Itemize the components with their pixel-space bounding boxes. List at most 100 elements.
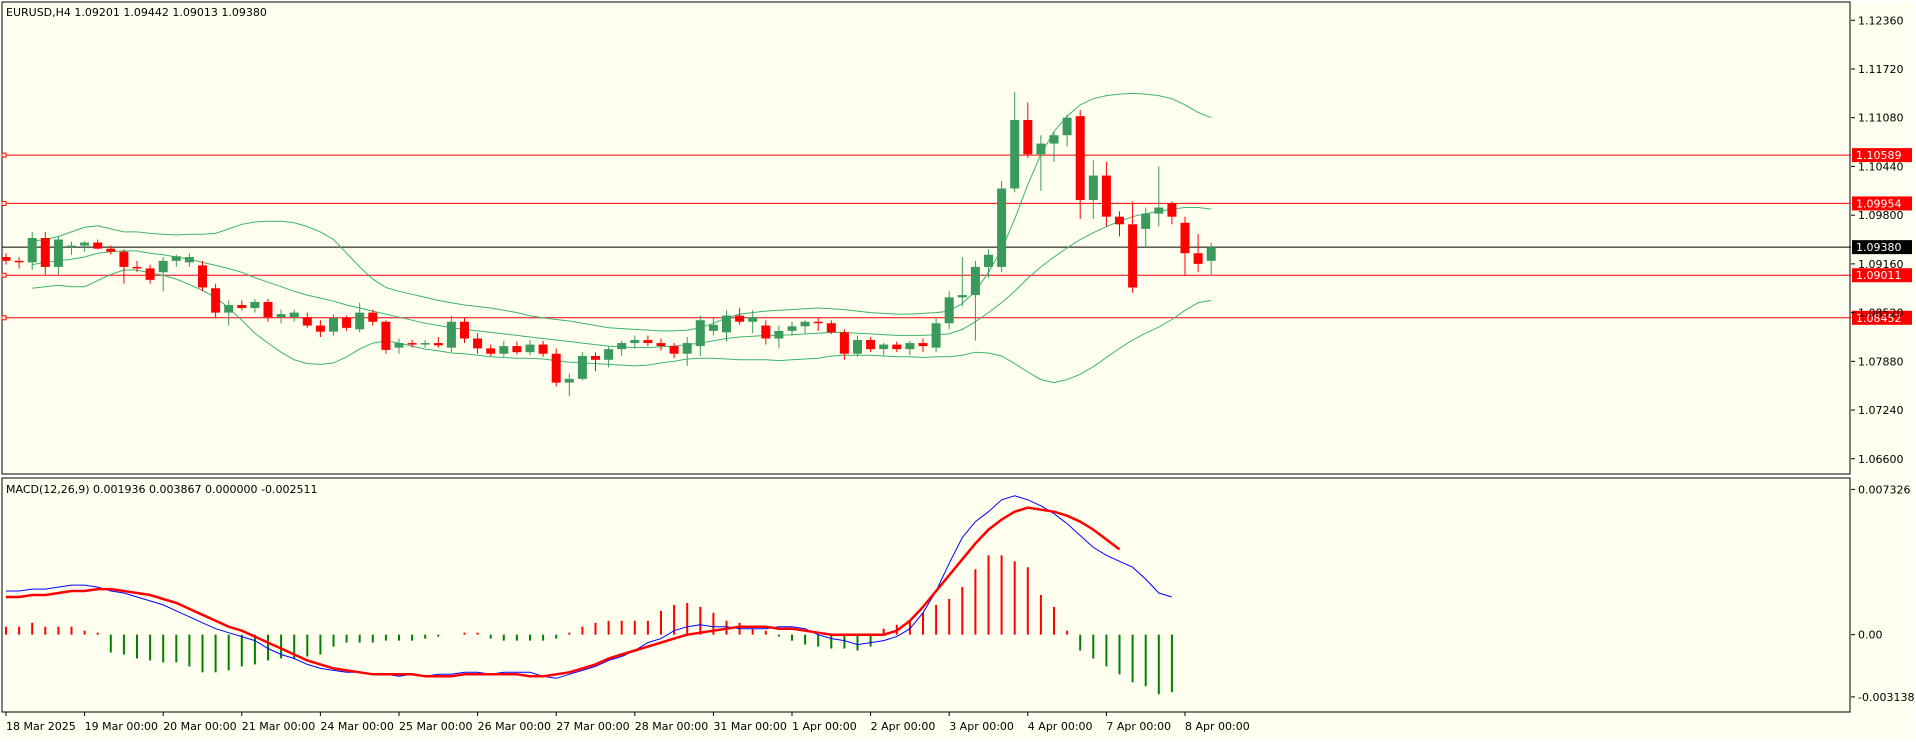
level-price-tag xyxy=(1852,148,1912,163)
candle-body xyxy=(119,251,129,267)
candle-body xyxy=(722,315,731,333)
candle-body xyxy=(276,314,286,318)
macd-line xyxy=(6,495,1173,679)
candle-body xyxy=(748,317,758,322)
candle-body xyxy=(1036,143,1046,155)
level-price-label: 1.09011 xyxy=(1856,269,1902,282)
candle-body xyxy=(263,301,273,318)
candle-body xyxy=(460,321,469,339)
candle-body xyxy=(14,260,24,263)
candle-body xyxy=(905,343,915,350)
macd-tick-label: -0.003138 xyxy=(1858,691,1914,704)
candle-body xyxy=(1180,222,1190,254)
candle-body xyxy=(577,356,587,379)
current-price-tag xyxy=(1852,240,1912,255)
candle-body xyxy=(145,268,155,280)
candle-body xyxy=(446,321,456,348)
candle-body xyxy=(473,338,483,349)
candle-body xyxy=(708,324,718,331)
candle-body xyxy=(420,343,430,345)
candle-body xyxy=(211,288,221,313)
candle-body xyxy=(1154,207,1164,214)
macd-pane-background xyxy=(1,477,1851,713)
candle-body xyxy=(1115,216,1124,225)
level-price-label: 1.08452 xyxy=(1856,312,1902,325)
candle-body xyxy=(1010,120,1020,189)
candle-body xyxy=(761,325,771,339)
candle-body xyxy=(132,266,142,269)
candle-body xyxy=(106,248,116,252)
candle-body xyxy=(1128,224,1138,288)
time-tick-label: 21 Mar 00:00 xyxy=(242,720,315,733)
time-axis: 18 Mar 2025 19 Mar 00:00 20 Mar 00:00 21 Ma… xyxy=(5,712,1250,733)
price-tick-label: 1.06600 xyxy=(1858,453,1904,466)
candle-body xyxy=(853,340,862,354)
candle-body xyxy=(551,353,561,383)
candle-body xyxy=(538,344,548,354)
signal-line xyxy=(6,506,1121,678)
candle-body xyxy=(342,317,352,328)
candle-body xyxy=(368,312,378,322)
candle-body xyxy=(564,378,574,383)
time-tick-label: 18 Mar 2025 xyxy=(6,720,76,733)
candle-body xyxy=(892,344,902,350)
level-anchor xyxy=(1,315,7,321)
price-tick-label: 1.11080 xyxy=(1858,112,1904,125)
price-axis: 1.12360 1.11720 1.11080 1.10440 1.09800 1.091… xyxy=(1851,14,1904,466)
candle-body xyxy=(997,188,1007,267)
candle-body xyxy=(695,320,705,347)
candle-body xyxy=(355,312,365,330)
candle-body xyxy=(27,238,37,263)
candle-body xyxy=(774,330,784,339)
candle-body xyxy=(53,239,63,267)
candle-body xyxy=(394,343,404,348)
candle-body xyxy=(944,297,954,324)
time-tick-label: 19 Mar 00:00 xyxy=(85,720,158,733)
candle-body xyxy=(1206,247,1216,261)
time-tick-label: 4 Apr 00:00 xyxy=(1028,720,1093,733)
candle-body xyxy=(1193,253,1203,264)
candle-body xyxy=(630,340,640,344)
time-tick-label: 28 Mar 00:00 xyxy=(635,720,708,733)
candle-body xyxy=(80,242,90,246)
candle-body xyxy=(67,245,76,248)
horizontal-levels: 1.10589 1.09954 1.09011 1.08452 1.09380 xyxy=(1,148,1912,325)
candle-body xyxy=(433,343,443,346)
time-tick-label: 27 Mar 00:00 xyxy=(556,720,629,733)
candle-body xyxy=(93,242,103,249)
candle-body xyxy=(302,317,312,326)
candle-body xyxy=(499,346,509,354)
candle-body xyxy=(800,321,810,327)
candle-body xyxy=(407,343,417,345)
candle-body xyxy=(931,323,941,348)
candle-body xyxy=(1,257,11,261)
candle-body xyxy=(198,265,207,288)
candle-body xyxy=(1075,116,1085,200)
candle-body xyxy=(866,340,876,350)
candle-body xyxy=(329,317,338,332)
level-price-tag xyxy=(1852,196,1912,211)
macd-axis: 0.007326 0.00 -0.003138 xyxy=(1851,483,1914,704)
candle-body xyxy=(617,343,627,350)
level-anchor xyxy=(1,200,7,206)
candle-body xyxy=(1141,213,1151,229)
candle-body xyxy=(315,325,325,332)
candle-body xyxy=(813,321,823,324)
level-price-tag xyxy=(1852,268,1912,283)
candlesticks xyxy=(1,91,1216,397)
candle-body xyxy=(1088,175,1098,200)
macd-tick-label: 0.007326 xyxy=(1858,483,1911,496)
time-tick-label: 8 Apr 00:00 xyxy=(1185,720,1250,733)
time-tick-label: 26 Mar 00:00 xyxy=(478,720,551,733)
candle-body xyxy=(1101,175,1111,217)
candle-body xyxy=(1023,120,1033,155)
price-tick-label: 1.07880 xyxy=(1858,355,1904,368)
time-tick-label: 1 Apr 00:00 xyxy=(792,720,857,733)
symbol-header: EURUSD,H4 1.09201 1.09442 1.09013 1.0938… xyxy=(6,6,267,19)
price-tick-label: 1.09160 xyxy=(1858,258,1904,271)
price-tick-label: 1.09800 xyxy=(1858,209,1904,222)
current-price-label: 1.09380 xyxy=(1856,241,1902,254)
bollinger-upper-line xyxy=(32,92,1212,332)
candle-body xyxy=(40,238,50,267)
